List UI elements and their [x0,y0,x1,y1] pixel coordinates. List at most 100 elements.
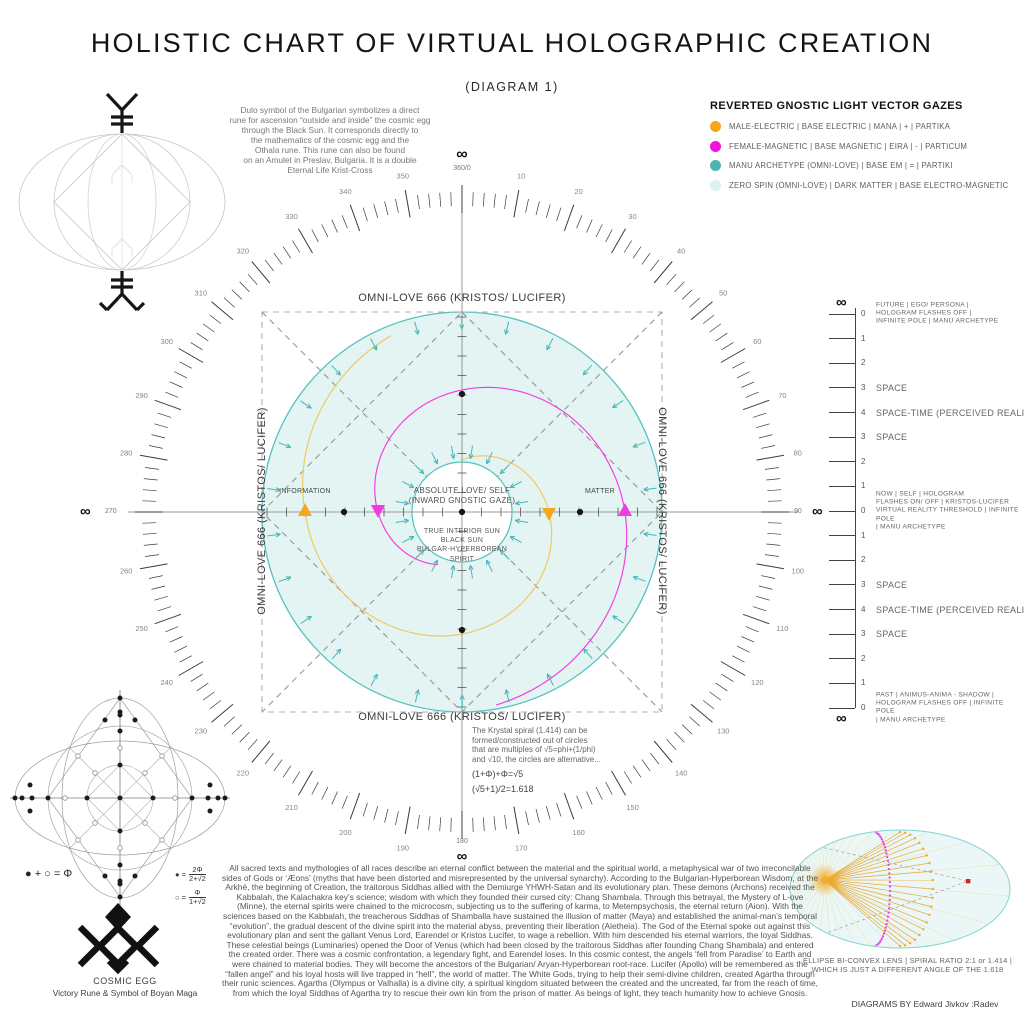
krystal-note-body: The Krystal spiral (1.414) can be formed… [472,726,601,765]
omni-label-bottom: OMNI-LOVE 666 (KRISTOS/ LUCIFER) [358,711,566,723]
timeline-annotation: SPACE [876,382,908,393]
timeline-annotation: FUTURE | EGO/ PERSONA | HOLOGRAM FLASHES… [876,301,999,326]
infinity-left: ∞ [80,503,91,520]
timeline-tick [829,559,855,561]
timeline-tick [829,362,855,364]
timeline-tick-value: 1 [861,530,866,540]
degree-label: 310 [195,288,208,297]
degree-label: 250 [135,624,148,633]
degree-label: 350 [397,172,410,181]
timeline-tick [829,609,855,610]
center-gaze-label: ABSOLUTE LOVE/ SELF (INWARD GNOSTIC GAZE… [408,486,516,505]
cosmic-egg-diagram [10,690,230,906]
egg-formula-black-dot: ● = 2Φ 2+√2 [175,865,206,884]
timeline-tick-value: 0 [861,703,866,712]
degree-label: 30 [628,212,636,221]
degree-label: 80 [794,448,802,457]
degree-label: 220 [237,769,250,778]
timeline-tick-value: 1 [861,333,866,343]
legend-item-male-electric: MALE-ELECTRIC | BASE ELECTRIC | MANA | +… [710,121,1010,132]
krystal-formula-2: (√5+1)/2=1.618 [472,783,534,794]
degree-label: 210 [285,803,298,812]
omni-label-left: OMNI-LOVE 666 (KRISTOS/ LUCIFER) [256,407,268,615]
timeline-tick [829,510,855,512]
omni-label-top: OMNI-LOVE 666 (KRISTOS/ LUCIFER) [358,292,566,304]
timeline-tick-value: 2 [861,456,866,466]
timeline-tick [829,338,855,340]
degree-360-label: 360/0 [453,165,471,172]
degree-label: 20 [574,187,582,196]
timeline-annotation: SPACE [876,579,908,590]
timeline-tick [829,707,855,709]
infinity-bottom: ∞ [456,848,468,865]
manu-archetype-dot-icon [710,160,721,171]
degree-label: 330 [285,212,298,221]
zero-spin-dot-icon [710,179,721,191]
degree-label: 290 [135,391,148,400]
degree-label: 200 [339,828,352,837]
male-electric-dot-icon [710,121,721,132]
timeline-infinity-bottom: ∞ [836,710,847,727]
degree-label: 230 [195,727,208,736]
timeline-tick [829,461,855,463]
mythology-essay: All sacred texts and mythologies of all … [222,863,819,998]
timeline-tick-value: 3 [861,629,866,639]
cosmic-egg-caption: COSMIC EGG [93,976,157,986]
degree-label: 150 [626,803,639,812]
timeline-annotation: NOW | SELF | HOLOGRAM FLASHES ON/ OFF | … [876,490,1019,531]
timeline-annotation: SPACE-TIME (PERCEIVED REALITY) [876,407,1024,418]
timeline-tick [829,682,855,684]
timeline-tick-value: 3 [861,382,866,392]
timeline-tick [829,485,855,487]
degree-label: 130 [717,727,730,736]
degree-180-label: 180 [456,838,468,845]
degree-label: 260 [120,567,133,576]
degree-label: 170 [515,843,528,852]
center-sun-label: TRUE INTERIOR SUN BLACK SUN BULGAR-HYPER… [416,528,508,563]
spirals [302,335,628,706]
degree-90-label: 90 [794,508,802,515]
degree-label: 340 [339,187,352,196]
timeline-tick [829,387,855,389]
degree-ring: 10 20 30 40 50 60 70 80 100 110 120 130 140 150 160 170… [120,172,804,853]
degree-label: 40 [677,246,685,255]
diagram-subtitle: (DIAGRAM 1) [465,80,559,94]
degree-label: 110 [776,624,788,633]
infinity-top: ∞ [456,146,468,163]
krystal-formula-1: (1+Φ)+Φ=√5 [472,768,524,779]
dulo-symbol-note: Dulo symbol of the Bulgarian symbolizes … [229,105,431,175]
legend-item-zero-spin: ZERO SPIN (OMNI-LOVE) | DARK MATTER | BA… [710,179,1010,191]
timeline-tick-value: 0 [861,309,866,318]
legend: REVERTED GNOSTIC LIGHT VECTOR GAZES MALE… [710,100,1010,199]
fraction: Φ 1+√2 [189,888,206,907]
timeline-annotation: SPACE [876,629,908,640]
egg-formula-open-dot: ○ = Φ 1+√2 [175,888,206,907]
degree-label: 120 [751,678,764,687]
timeline-tick-value: 2 [861,555,866,565]
information-label: INFORMATION [279,488,331,495]
timeline-tick [829,535,855,537]
egg-formula-sum: ● + ○ = Φ [25,868,73,880]
degree-label: 160 [572,828,585,837]
timeline-axis-line [855,308,856,708]
timeline-infinity-top: ∞ [836,294,847,311]
degree-label: 280 [120,448,133,457]
timeline-tick-value: 4 [861,407,866,417]
outer-gaze-arrows [267,315,657,709]
timeline-tick [829,658,855,660]
degree-label: 240 [160,678,173,687]
victory-rune [77,903,160,975]
timeline-annotation: SPACE-TIME (PERCEIVED REALITY) [876,604,1024,615]
degree-label: 60 [753,337,761,346]
degree-label: 70 [778,391,786,400]
timeline-tick-value: 3 [861,579,866,589]
timeline-tick-value: 2 [861,653,866,663]
legend-item-manu-archetype: MANU ARCHETYPE (OMNI-LOVE) | BASE EM | =… [710,160,1010,171]
dulo-symbol [18,92,226,312]
author-credit: DIAGRAMS BY Edward Jivkov :Radev [851,999,999,1009]
timeline-tick-value: 3 [861,432,866,442]
spiral-arrowheads [298,503,632,521]
degree-label: 10 [517,172,525,181]
infinity-right: ∞ [812,503,823,520]
